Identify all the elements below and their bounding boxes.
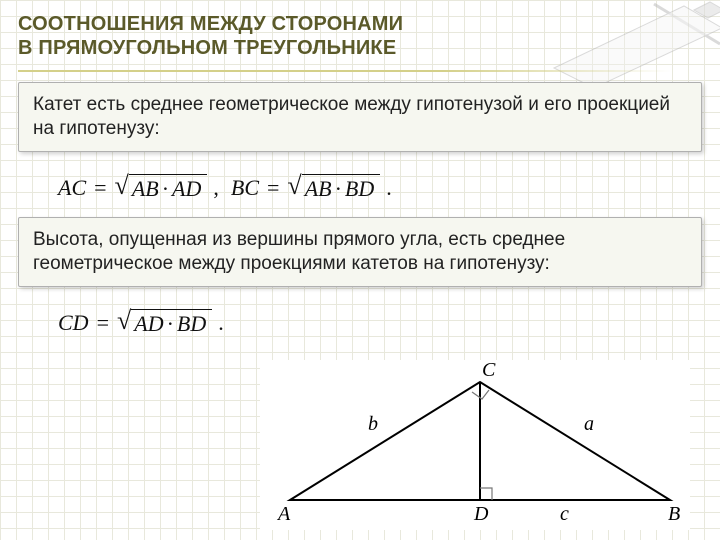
theorem-box-1: Катет есть среднее геометрическое между …: [18, 82, 702, 152]
dot: ·: [159, 176, 172, 201]
title-line-2: В ПРЯМОУГОЛЬНОМ ТРЕУГОЛЬНИКЕ: [18, 37, 396, 59]
sqrt-2: √ AB·BD: [287, 174, 380, 204]
term: BD: [345, 176, 374, 201]
label-B: B: [668, 503, 680, 525]
equals-sign: =: [263, 175, 283, 201]
theorem-box-2: Высота, опущенная из вершины прямого угл…: [18, 217, 702, 287]
radical-icon: √: [287, 173, 301, 199]
period: .: [216, 310, 224, 336]
f2-lhs: CD: [58, 310, 89, 336]
slide-title: СООТНОШЕНИЯ МЕЖДУ СТОРОНАМИ В ПРЯМОУГОЛЬ…: [18, 12, 702, 60]
radicand-3: AD·BD: [131, 309, 212, 339]
theorem-2-text: Высота, опущенная из вершины прямого угл…: [33, 229, 565, 274]
title-line-1: СООТНОШЕНИЯ МЕЖДУ СТОРОНАМИ: [18, 13, 403, 35]
formula-1: AC = √ AB·AD , BC = √ AB·BD .: [18, 164, 702, 218]
label-a: a: [584, 413, 594, 435]
title-underline: [18, 70, 672, 72]
f1-lhs1: AC: [58, 175, 86, 201]
theorem-1-text: Катет есть среднее геометрическое между …: [33, 94, 670, 139]
radicand-2: AB·BD: [302, 174, 381, 204]
dot: ·: [332, 176, 345, 201]
radical-icon: √: [117, 308, 131, 334]
label-A: A: [276, 503, 291, 525]
label-c: c: [560, 503, 569, 525]
term: AB: [132, 176, 159, 201]
term: AD: [172, 176, 201, 201]
term: BD: [177, 311, 206, 336]
formula-2: CD = √ AD·BD .: [18, 299, 702, 353]
label-b: b: [368, 413, 378, 435]
triangle-diagram: C A B D b a c: [260, 360, 690, 530]
radical-icon: √: [115, 173, 129, 199]
triangle-svg: C A B D b a c: [260, 360, 690, 530]
radicand-1: AB·AD: [129, 174, 208, 204]
label-D: D: [473, 503, 489, 525]
dot: ·: [164, 311, 177, 336]
term: AB: [305, 176, 332, 201]
comma: ,: [211, 175, 227, 201]
sqrt-1: √ AB·AD: [115, 174, 208, 204]
term: AD: [134, 311, 163, 336]
slide-content: СООТНОШЕНИЯ МЕЖДУ СТОРОНАМИ В ПРЯМОУГОЛЬ…: [0, 0, 720, 352]
period: .: [384, 175, 392, 201]
label-C: C: [482, 360, 496, 381]
f1-lhs2: BC: [231, 175, 259, 201]
equals-sign: =: [90, 175, 110, 201]
equals-sign: =: [93, 310, 113, 336]
sqrt-3: √ AD·BD: [117, 309, 212, 339]
right-angle-d: [480, 488, 492, 500]
